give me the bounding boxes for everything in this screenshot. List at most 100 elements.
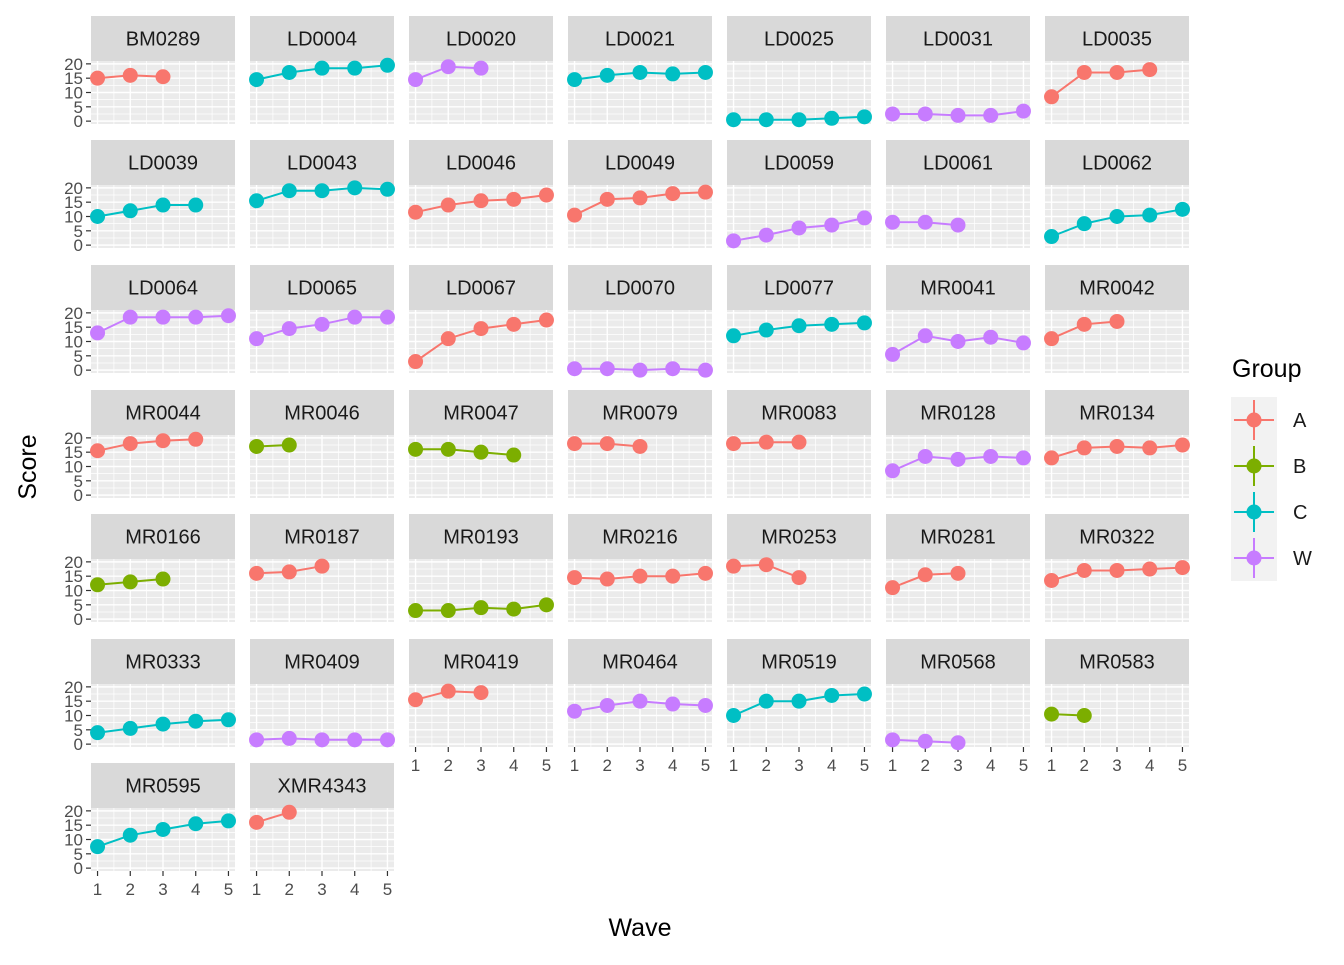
- facet-strip: [91, 16, 235, 61]
- y-tick-label: 15: [64, 318, 83, 337]
- x-tick-label: 5: [701, 756, 710, 775]
- data-point: [726, 436, 742, 452]
- y-tick-label: 0: [74, 236, 83, 255]
- y-tick-label: 0: [74, 735, 83, 754]
- y-tick-label: 15: [64, 816, 83, 835]
- facet-panel-LD0062: LD0062: [1044, 140, 1190, 248]
- data-point: [281, 64, 297, 80]
- facet-panel-MR0193: MR0193: [408, 514, 554, 622]
- facet-strip: [886, 140, 1030, 185]
- y-tick-label: 0: [74, 361, 83, 380]
- facet-strip: [250, 639, 394, 684]
- data-point: [758, 434, 774, 450]
- data-point: [408, 204, 424, 220]
- data-point: [856, 210, 872, 226]
- facet-strip: [727, 16, 871, 61]
- facet-strip-label: LD0031: [923, 29, 993, 51]
- data-point: [726, 112, 742, 128]
- data-point: [950, 334, 966, 349]
- facet-strip: [727, 390, 871, 435]
- y-tick-label: 20: [64, 429, 83, 448]
- x-tick-label: 5: [1019, 756, 1028, 775]
- data-point: [314, 316, 330, 332]
- legend-key-point: [1246, 504, 1262, 520]
- data-point: [885, 732, 901, 748]
- x-tick-label: 4: [509, 756, 518, 775]
- data-point: [188, 431, 204, 447]
- data-point: [599, 571, 615, 587]
- facet-strip: [91, 763, 235, 808]
- data-point: [824, 110, 840, 126]
- data-point: [1142, 62, 1158, 78]
- facet-panel-MR0042: MR0042: [1044, 265, 1189, 373]
- data-point: [122, 67, 138, 83]
- data-point: [249, 72, 265, 88]
- data-point: [950, 217, 966, 233]
- data-point: [408, 354, 424, 370]
- facet-panel-MR0583: MR0583 1 2 3 4 5: [1044, 639, 1189, 775]
- data-point: [726, 558, 742, 574]
- facet-strip: [91, 514, 235, 559]
- facet-strip-label: MR0519: [761, 652, 837, 674]
- facet-panel-LD0061: LD0061: [885, 140, 1030, 248]
- data-point: [950, 107, 966, 123]
- facet-strip: [1045, 390, 1189, 435]
- facet-strip: [409, 390, 553, 435]
- data-point: [314, 558, 330, 574]
- x-tick-label: 1: [570, 756, 579, 775]
- data-point: [379, 181, 395, 197]
- data-point: [281, 730, 297, 746]
- facet-strip-label: MR0046: [284, 403, 360, 425]
- facet-strip: [409, 265, 553, 310]
- facet-strip-label: BM0289: [126, 29, 201, 51]
- facet-strip-label: LD0035: [1082, 29, 1152, 51]
- facet-strip: [568, 265, 712, 310]
- data-point: [155, 821, 171, 837]
- data-point: [950, 735, 966, 751]
- facet-strip: [727, 265, 871, 310]
- data-point: [917, 214, 933, 230]
- data-point: [983, 107, 999, 123]
- data-point: [440, 331, 456, 347]
- series-line-LD0039: [97, 204, 196, 218]
- x-tick-label: 4: [191, 880, 200, 899]
- facet-panel-MR0253: MR0253: [726, 514, 871, 622]
- facet-panel-MR0079: MR0079: [567, 390, 712, 498]
- facet-strip: [568, 140, 712, 185]
- y-tick-label: 10: [64, 458, 83, 477]
- facet-strip-label: MR0134: [1079, 403, 1155, 425]
- facet-strip-label: LD0004: [287, 29, 357, 51]
- y-tick-label: 15: [64, 443, 83, 462]
- facet-strip: [91, 265, 235, 310]
- data-point: [506, 316, 522, 332]
- facet-panel-LD0070: LD0070: [567, 265, 713, 378]
- x-tick-label: 2: [444, 756, 453, 775]
- data-point: [885, 106, 901, 122]
- facet-strip: [91, 639, 235, 684]
- facet-panel-LD0046: LD0046: [408, 140, 554, 248]
- data-point: [314, 60, 330, 76]
- data-point: [155, 69, 171, 85]
- data-point: [665, 361, 681, 377]
- data-point: [632, 568, 648, 584]
- facet-strip: [568, 639, 712, 684]
- facet-strip-label: MR0042: [1079, 278, 1155, 300]
- y-tick-label: 20: [64, 179, 83, 198]
- data-point: [122, 309, 138, 325]
- facet-strip-label: MR0128: [920, 403, 996, 425]
- data-point: [220, 813, 236, 829]
- data-point: [1044, 229, 1060, 245]
- data-point: [758, 322, 774, 338]
- facet-panel-MR0464: MR0464 1 2 3 4 5: [567, 639, 713, 775]
- data-point: [281, 564, 297, 580]
- x-tick-label: 2: [921, 756, 930, 775]
- data-point: [506, 447, 522, 463]
- x-tick-label: 4: [668, 756, 677, 775]
- data-point: [917, 106, 933, 122]
- data-point: [791, 693, 807, 709]
- x-tick-label: 2: [285, 880, 294, 899]
- data-point: [347, 180, 363, 196]
- facet-panel-LD0021: LD0021: [567, 16, 713, 124]
